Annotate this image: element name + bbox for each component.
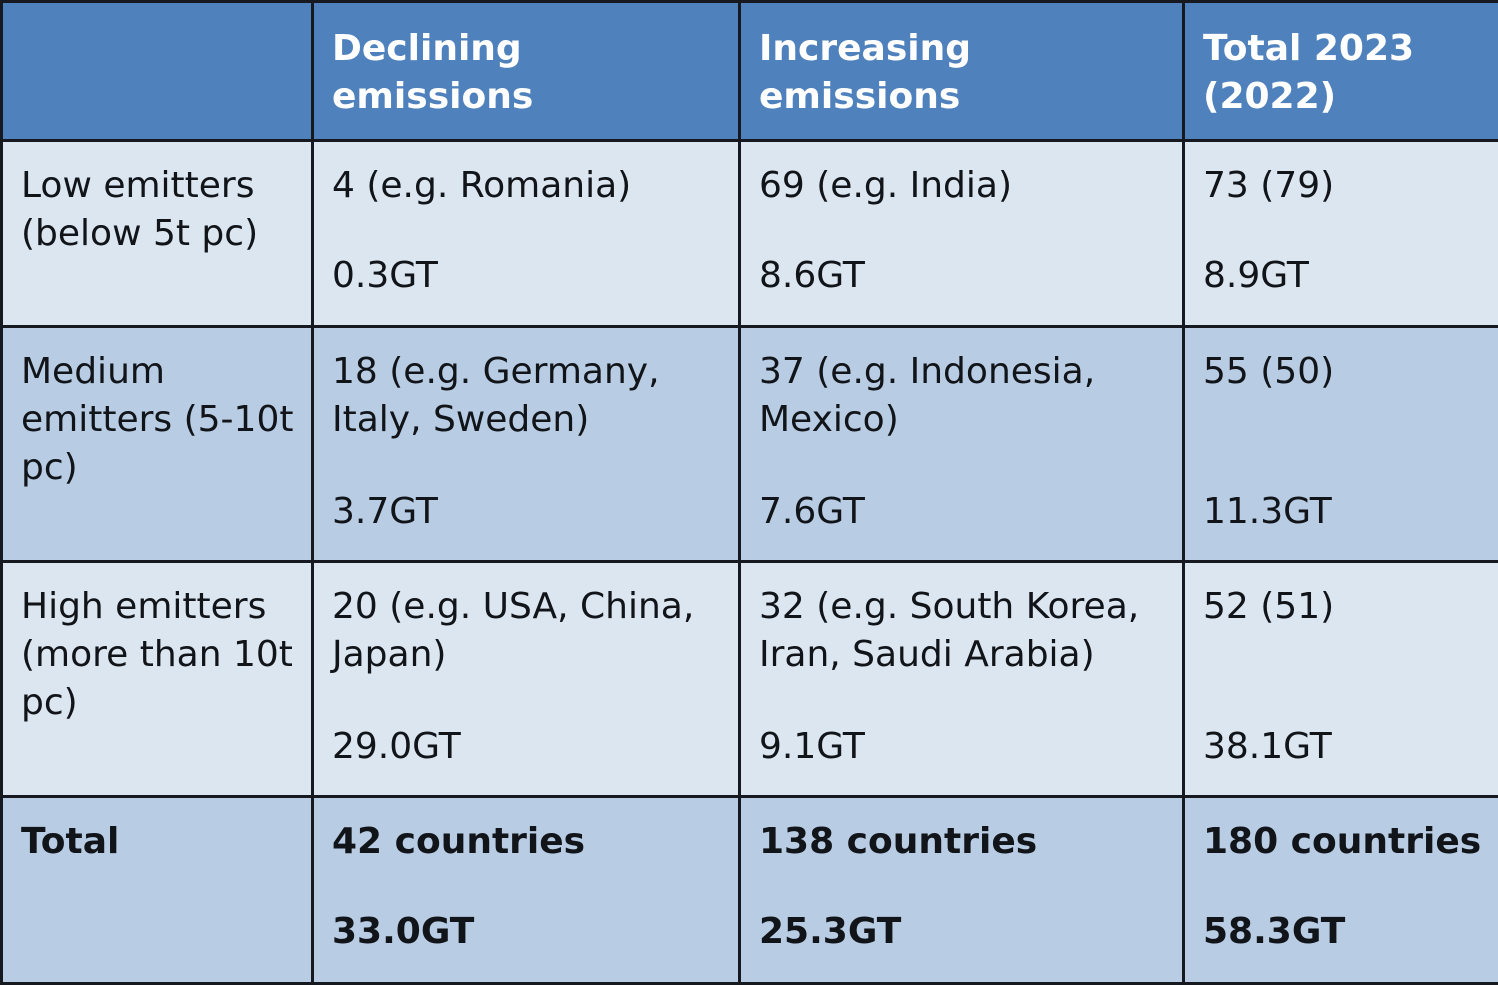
emissions-amount: 8.6GT bbox=[759, 252, 1166, 300]
country-count: 32 (e.g. South Korea, Iran, Saudi Arabia… bbox=[759, 583, 1166, 679]
row-label: Total bbox=[21, 818, 295, 866]
total-cell: 180 countries 58.3GT bbox=[1184, 797, 1498, 984]
row-label: Low emitters (below 5t pc) bbox=[21, 162, 295, 258]
country-count: 52 (51) bbox=[1203, 583, 1482, 631]
total-cell: 52 (51) 38.1GT bbox=[1184, 562, 1498, 797]
table-row: Medium emitters (5-10t pc) 18 (e.g. Germ… bbox=[2, 327, 1498, 562]
table-row: High emitters (more than 10t pc) 20 (e.g… bbox=[2, 562, 1498, 797]
declining-cell: 18 (e.g. Germany, Italy, Sweden) 3.7GT bbox=[313, 327, 740, 562]
emissions-amount: 9.1GT bbox=[759, 723, 1166, 771]
increasing-cell: 32 (e.g. South Korea, Iran, Saudi Arabia… bbox=[740, 562, 1184, 797]
row-label-cell: Total bbox=[2, 797, 313, 984]
total-cell: 55 (50) 11.3GT bbox=[1184, 327, 1498, 562]
increasing-cell: 138 countries 25.3GT bbox=[740, 797, 1184, 984]
declining-cell: 20 (e.g. USA, China, Japan) 29.0GT bbox=[313, 562, 740, 797]
increasing-cell: 69 (e.g. India) 8.6GT bbox=[740, 141, 1184, 327]
emissions-amount: 58.3GT bbox=[1203, 908, 1482, 956]
increasing-cell: 37 (e.g. Indonesia, Mexico) 7.6GT bbox=[740, 327, 1184, 562]
country-count: 55 (50) bbox=[1203, 348, 1482, 396]
declining-cell: 42 countries 33.0GT bbox=[313, 797, 740, 984]
country-count: 42 countries bbox=[332, 818, 722, 866]
emissions-amount: 8.9GT bbox=[1203, 252, 1482, 300]
country-count: 18 (e.g. Germany, Italy, Sweden) bbox=[332, 348, 722, 444]
total-cell: 73 (79) 8.9GT bbox=[1184, 141, 1498, 327]
declining-cell: 4 (e.g. Romania) 0.3GT bbox=[313, 141, 740, 327]
totals-row: Total 42 countries 33.0GT 138 countries … bbox=[2, 797, 1498, 984]
emissions-amount: 3.7GT bbox=[332, 488, 722, 536]
row-label-cell: High emitters (more than 10t pc) bbox=[2, 562, 313, 797]
country-count: 180 countries bbox=[1203, 818, 1482, 866]
emissions-amount: 25.3GT bbox=[759, 908, 1166, 956]
header-row: Declining emissions Increasing emissions… bbox=[2, 2, 1498, 141]
country-count: 4 (e.g. Romania) bbox=[332, 162, 722, 210]
emissions-amount: 38.1GT bbox=[1203, 723, 1482, 771]
emissions-amount: 7.6GT bbox=[759, 488, 1166, 536]
emissions-amount: 33.0GT bbox=[332, 908, 722, 956]
header-increasing: Increasing emissions bbox=[740, 2, 1184, 141]
country-count: 138 countries bbox=[759, 818, 1166, 866]
emissions-amount: 11.3GT bbox=[1203, 488, 1482, 536]
row-label-cell: Low emitters (below 5t pc) bbox=[2, 141, 313, 327]
row-label-cell: Medium emitters (5-10t pc) bbox=[2, 327, 313, 562]
country-count: 69 (e.g. India) bbox=[759, 162, 1166, 210]
row-label: High emitters (more than 10t pc) bbox=[21, 583, 295, 727]
header-declining: Declining emissions bbox=[313, 2, 740, 141]
header-total: Total 2023 (2022) bbox=[1184, 2, 1498, 141]
country-count: 73 (79) bbox=[1203, 162, 1482, 210]
country-count: 20 (e.g. USA, China, Japan) bbox=[332, 583, 722, 679]
country-count: 37 (e.g. Indonesia, Mexico) bbox=[759, 348, 1166, 444]
row-label: Medium emitters (5-10t pc) bbox=[21, 348, 295, 492]
emissions-amount: 0.3GT bbox=[332, 252, 722, 300]
header-corner bbox=[2, 2, 313, 141]
table-row: Low emitters (below 5t pc) 4 (e.g. Roman… bbox=[2, 141, 1498, 327]
emissions-amount: 29.0GT bbox=[332, 723, 722, 771]
